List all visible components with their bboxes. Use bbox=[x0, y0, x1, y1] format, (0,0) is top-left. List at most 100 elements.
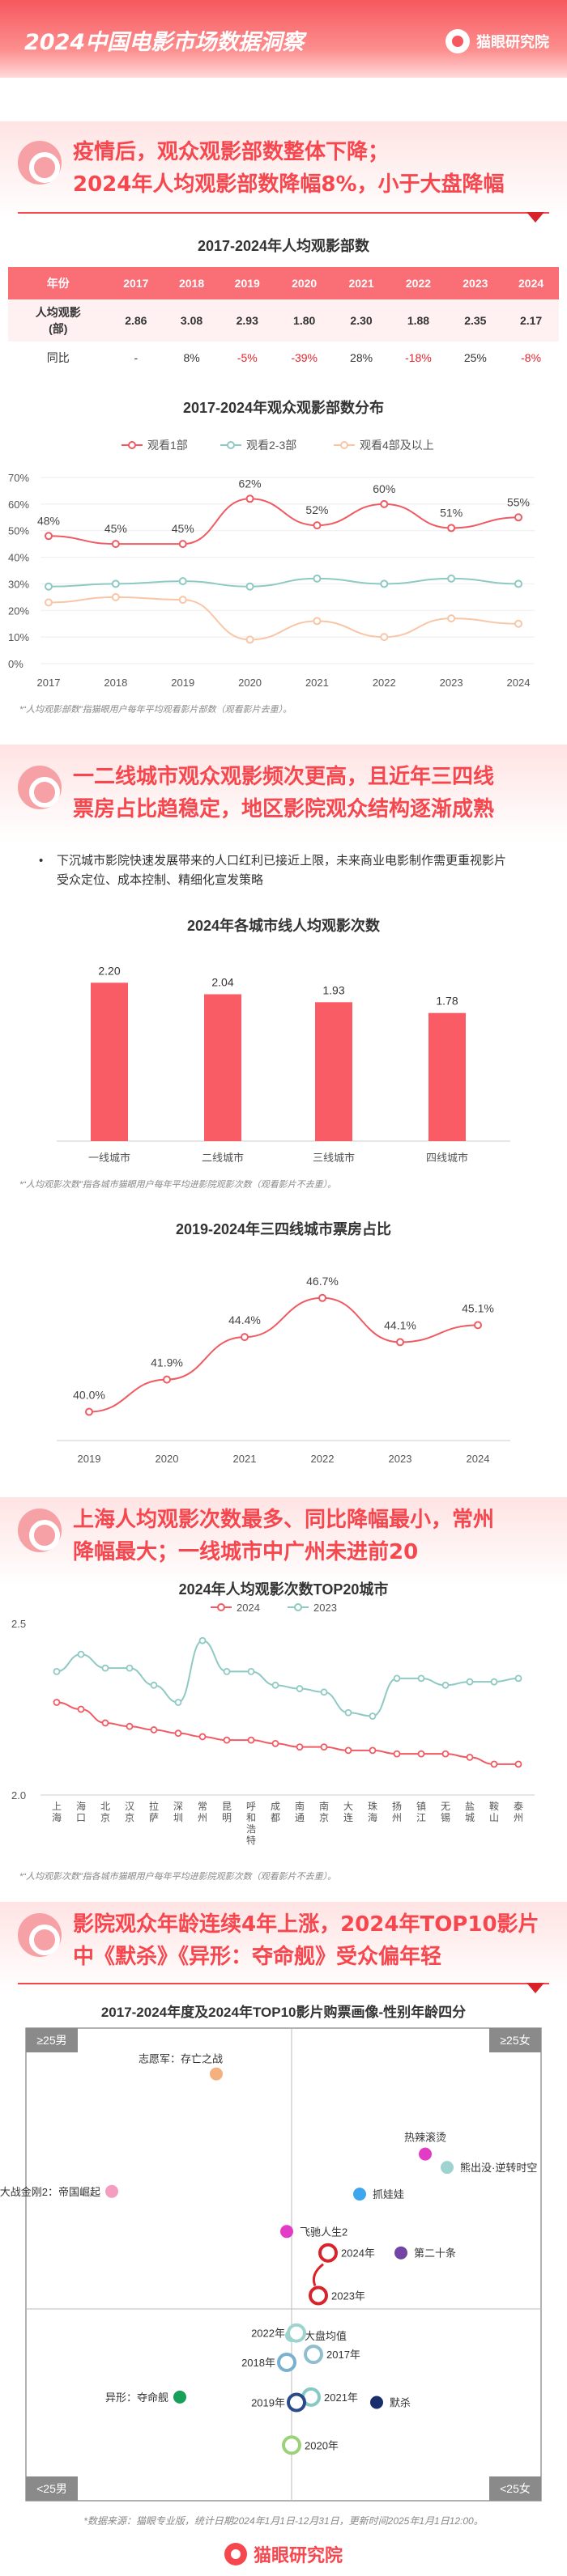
section3-headline-text: 上海人均观影次数最多、同比降幅最小，常州 降幅最大；一线城市中广州未进前20 bbox=[73, 1508, 495, 1564]
chart1-title: 2017-2024年观众观影部数分布 bbox=[182, 400, 385, 416]
chart2-note: *“人均观影次数”指各城市猫眼用户每年平均进影院观影次数（观看影片不去重）。 bbox=[19, 1180, 337, 1190]
x-tick-label: 2019 bbox=[78, 1453, 101, 1465]
x-tick-label: 南京 bbox=[319, 1800, 329, 1823]
data-label: 55% bbox=[507, 495, 530, 508]
section2-bullet: 下沉城市影院快速发展带来的人口红利已接近上限，未来商业电影制作需更重视影片受众定… bbox=[39, 851, 510, 890]
bar bbox=[315, 1002, 352, 1141]
x-tick-label: 2020 bbox=[238, 677, 262, 689]
brand-name: 猫眼研究院 bbox=[476, 34, 549, 50]
table-cell: 2.35 bbox=[447, 299, 504, 342]
data-point bbox=[447, 524, 456, 533]
data-point bbox=[474, 1321, 482, 1330]
table-cell: 1.88 bbox=[389, 299, 448, 342]
table-cell: 3.08 bbox=[164, 299, 220, 342]
quadrant-badge bbox=[26, 2028, 78, 2052]
year-marker bbox=[287, 2323, 306, 2343]
point-label: 2020年 bbox=[305, 2439, 339, 2451]
point-label: 2024年 bbox=[341, 2247, 375, 2260]
film-marker bbox=[441, 2161, 454, 2175]
point-label: 异形：夺命舰 bbox=[105, 2391, 168, 2404]
chart2-title: 2024年各城市线人均观影次数 bbox=[186, 918, 381, 934]
data-point bbox=[53, 1667, 61, 1675]
quadrant-label-br: <25女 bbox=[500, 2482, 531, 2495]
x-tick-label: 镇江 bbox=[416, 1801, 426, 1823]
data-label: 46.7% bbox=[306, 1275, 339, 1288]
y-tick-label: 2.5 bbox=[11, 1618, 26, 1630]
point-label: 2017年 bbox=[326, 2349, 360, 2361]
data-point bbox=[111, 540, 120, 549]
film-marker bbox=[394, 2246, 407, 2260]
table-header-label: 年份 bbox=[8, 267, 109, 299]
film-marker bbox=[370, 2396, 383, 2409]
data-label: 51% bbox=[440, 506, 463, 519]
point-label: 抓娃娃 bbox=[373, 2188, 404, 2200]
data-point bbox=[320, 1688, 328, 1696]
data-point bbox=[369, 1746, 377, 1755]
x-tick-label: 常州 bbox=[198, 1801, 207, 1823]
data-point bbox=[126, 1664, 134, 1672]
data-point bbox=[198, 1636, 207, 1644]
data-point bbox=[245, 582, 254, 591]
x-tick-label: 2017 bbox=[37, 677, 61, 689]
data-point bbox=[111, 592, 120, 601]
x-tick-label: 鞍山 bbox=[489, 1800, 499, 1823]
data-point bbox=[380, 633, 389, 642]
gender-age-quadrant-chart: ≥25男 ≥25女 <25男 <25女 志愿军：存亡之战热辣滚烫熊出没·逆转时空哥斯拉大… bbox=[0, 2027, 542, 2502]
table-header-year: 2020 bbox=[275, 267, 334, 299]
section1-divider bbox=[18, 212, 549, 214]
legend-item: 2023 bbox=[288, 1602, 337, 1614]
table-cell: -8% bbox=[503, 342, 559, 374]
data-point bbox=[150, 1726, 158, 1734]
point-label: 志愿军：存亡之战 bbox=[139, 2053, 223, 2065]
x-tick-label: 四线城市 bbox=[426, 1152, 468, 1164]
table-cell: -18% bbox=[389, 342, 448, 374]
data-point bbox=[344, 1708, 352, 1717]
point-label: 2019年 bbox=[251, 2397, 285, 2409]
y-tick-label: 2.0 bbox=[11, 1789, 26, 1802]
x-tick-label: 上海 bbox=[52, 1801, 62, 1823]
x-tick-label: 2023 bbox=[389, 1453, 412, 1465]
quadrant-badge bbox=[489, 2028, 541, 2052]
bar bbox=[91, 982, 128, 1141]
data-point bbox=[369, 1712, 377, 1720]
film-marker bbox=[210, 2067, 223, 2081]
data-point bbox=[45, 532, 53, 541]
point-label: 默杀 bbox=[390, 2397, 411, 2409]
data-label: 45% bbox=[172, 522, 194, 535]
x-tick-label: 珠海 bbox=[368, 1801, 377, 1823]
point-label: 第二十条 bbox=[414, 2247, 456, 2260]
data-point bbox=[441, 1750, 450, 1758]
year-marker bbox=[287, 2392, 306, 2413]
table-cell: 2.17 bbox=[503, 299, 559, 342]
section4-headline-text: 影院观众年龄连续4年上涨，2024年TOP10影片 中《默杀》《异形：夺命舰》受众… bbox=[73, 1912, 539, 1969]
film-reel-icon bbox=[18, 141, 62, 185]
data-point bbox=[247, 1736, 255, 1744]
chart4-title: 2024年人均观影次数TOP20城市 bbox=[178, 1581, 389, 1598]
bar bbox=[204, 994, 241, 1141]
point-label: 2021年 bbox=[324, 2391, 358, 2404]
legend-item: 观看2-3部 bbox=[220, 439, 296, 452]
data-point bbox=[447, 574, 456, 583]
year-marker bbox=[318, 2243, 338, 2263]
x-tick-label: 三线城市 bbox=[313, 1152, 355, 1164]
series-line bbox=[88, 1296, 479, 1413]
data-label: 40.0% bbox=[73, 1389, 105, 1402]
table-header-year: 2018 bbox=[164, 267, 220, 299]
table-row-label: 人均观影 (部) bbox=[8, 299, 109, 342]
legend-marker bbox=[217, 1603, 225, 1611]
data-point bbox=[490, 1678, 498, 1686]
x-tick-label: 2022 bbox=[311, 1453, 335, 1465]
legend-marker bbox=[294, 1603, 302, 1611]
data-point bbox=[393, 1674, 401, 1683]
data-point bbox=[101, 1664, 109, 1672]
data-point bbox=[514, 513, 522, 522]
table-cell: -5% bbox=[219, 342, 275, 374]
y-tick-label: 50% bbox=[8, 525, 29, 537]
bar-value-label: 2.04 bbox=[211, 976, 233, 989]
table-cell: 1.80 bbox=[275, 299, 334, 342]
table1-title: 2017-2024年人均观影部数 bbox=[197, 238, 370, 254]
data-point bbox=[514, 619, 522, 628]
legend-item: 2024 bbox=[211, 1602, 260, 1614]
data-point bbox=[514, 1674, 522, 1683]
